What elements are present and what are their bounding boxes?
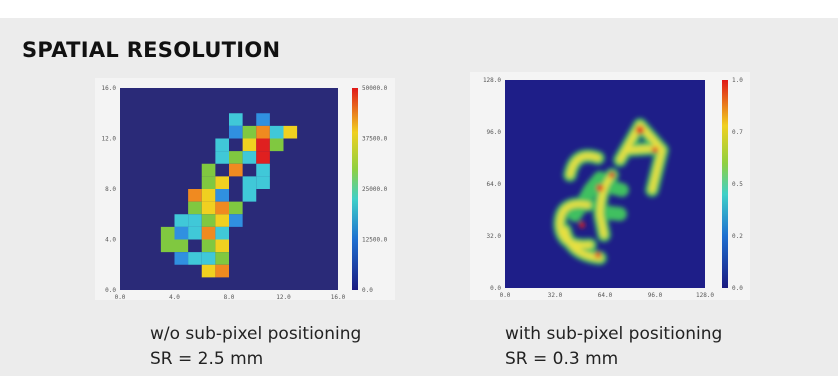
heatmap-cell [202,202,216,215]
colorbar-tick-label: 1.0 [732,77,743,84]
caption-text: with sub-pixel positioning [505,322,722,347]
colorbar-tick-label: 0.7 [732,129,743,136]
y-tick-label: 32.0 [487,233,502,240]
y-tick-label: 16.0 [102,85,117,92]
heatmap-cell [215,227,229,240]
heatmap-cell [202,164,216,177]
x-tick-label: 4.0 [169,294,180,301]
caption: with sub-pixel positioning SR = 0.3 mm [505,322,722,372]
heatmap-cell [229,113,243,126]
heatmap-cell [229,126,243,139]
x-tick-label: 32.0 [548,292,563,299]
x-tick-label: 96.0 [648,292,663,299]
caption: w/o sub-pixel positioning SR = 2.5 mm [150,322,361,372]
colorbar [722,80,728,288]
colorbar [352,88,358,290]
colorbar-tick-label: 0.0 [362,287,373,294]
heatmap-cell [243,126,257,139]
heatmap-cell [175,240,189,253]
heatmap-cell [175,214,189,227]
y-tick-label: 0.0 [105,287,116,294]
x-tick-label: 0.0 [500,292,511,299]
heatmap-cell [215,176,229,189]
heatmap-cell [188,202,202,215]
y-tick-label: 128.0 [483,77,501,84]
heatmap-cell [215,151,229,164]
heatmap-cell [215,214,229,227]
x-tick-label: 16.0 [331,294,346,301]
heatmap-cell [202,252,216,265]
heatmap-cell [188,252,202,265]
heatmap-cell [175,252,189,265]
y-tick-label: 12.0 [102,136,117,143]
heatmap-cell [243,189,257,202]
heatmap-cell [202,240,216,253]
heatmap-cell [188,214,202,227]
colorbar-tick-label: 0.5 [732,181,743,188]
heatmap-cell [202,265,216,278]
heatmap-cell [243,139,257,152]
colorbar-tick-label: 25000.0 [362,186,388,193]
heatmap-cell [215,240,229,253]
page: {"title": "SPATIAL RESOLUTION", "panels"… [0,0,838,376]
heatmap-cell [215,139,229,152]
x-tick-label: 0.0 [115,294,126,301]
heatmap-cell [284,126,298,139]
x-tick-label: 64.0 [598,292,613,299]
x-tick-label: 8.0 [224,294,235,301]
y-tick-label: 64.0 [487,181,502,188]
colorbar-tick-label: 0.0 [732,285,743,292]
heatmap-cell [256,164,270,177]
heatmap-cell [229,164,243,177]
heatmap-cell [215,252,229,265]
heatmap-cell [229,151,243,164]
heatmap-cell [243,151,257,164]
heatmap-cell [270,139,284,152]
heatmap-cell [256,176,270,189]
heatmap-cell [161,227,175,240]
x-tick-label: 12.0 [276,294,291,301]
heatmap-cell [256,139,270,152]
heatmap-cell [215,265,229,278]
heatmap-cell [202,176,216,189]
heatmap-cell [202,214,216,227]
heatmap-cell [202,189,216,202]
colorbar-tick-label: 50000.0 [362,85,388,92]
y-tick-label: 4.0 [105,237,116,244]
y-tick-label: 8.0 [105,186,116,193]
y-tick-label: 0.0 [490,285,501,292]
heatmap-cell [270,126,284,139]
y-tick-label: 96.0 [487,129,502,136]
heatmap-cell [256,113,270,126]
heatmap-cell [161,240,175,253]
heatmap-cell [256,151,270,164]
result-text: SR = 2.5 mm [150,347,361,372]
heatmap-cell [229,214,243,227]
result-text: SR = 0.3 mm [505,347,722,372]
caption-text: w/o sub-pixel positioning [150,322,361,347]
heatmap-cell [243,176,257,189]
x-tick-label: 128.0 [696,292,714,299]
heatmap-cell [188,189,202,202]
heatmap-cell [215,189,229,202]
heatmap-cell [188,227,202,240]
colorbar-tick-label: 12500.0 [362,237,388,244]
heatmap-cell [229,202,243,215]
colorbar-tick-label: 0.2 [732,233,743,240]
colorbar-tick-label: 37500.0 [362,136,388,143]
heatmap-cell [202,227,216,240]
heatmap-cell [256,126,270,139]
heatmap-cell [175,227,189,240]
heatmap-cell [215,202,229,215]
